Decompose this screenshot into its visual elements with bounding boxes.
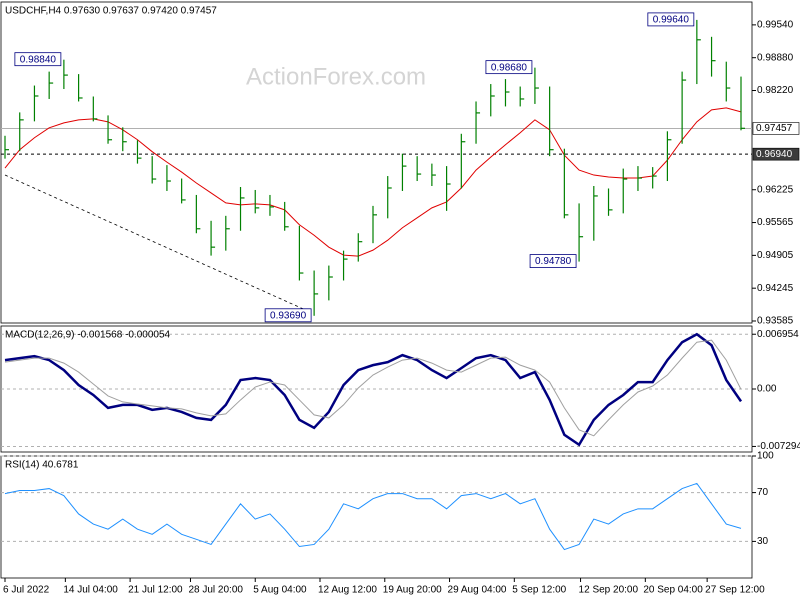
y-tick-label: 0.98220 bbox=[757, 85, 794, 96]
y-tick-label: -0.007294 bbox=[757, 441, 800, 452]
x-tick-label: 5 Sep 12:00 bbox=[512, 585, 566, 596]
x-tick-label: 5 Aug 04:00 bbox=[253, 585, 307, 596]
price-annotation: 0.94780 bbox=[535, 256, 572, 267]
y-tick-label: 30 bbox=[757, 536, 769, 547]
x-tick-label: 12 Sep 20:00 bbox=[579, 585, 639, 596]
y-tick-label: 0.95565 bbox=[757, 217, 794, 228]
x-tick-label: 28 Jul 20:00 bbox=[188, 585, 243, 596]
y-tick-label: 0.98880 bbox=[757, 52, 794, 63]
indicator-line bbox=[4, 339, 742, 437]
moving-average bbox=[4, 107, 742, 257]
price-annotation: 0.99640 bbox=[653, 15, 690, 26]
panel-frame bbox=[0, 1, 753, 324]
x-tick-label: 27 Sep 12:00 bbox=[705, 585, 765, 596]
x-tick-label: 6 Jul 2022 bbox=[3, 585, 50, 596]
level-label-box bbox=[752, 147, 800, 161]
x-tick-label: 21 Jul 12:00 bbox=[128, 585, 183, 596]
price-annotation-box bbox=[14, 52, 62, 67]
level-label: 0.97457 bbox=[756, 123, 793, 134]
price-annotation: 0.98840 bbox=[20, 54, 57, 65]
panel-title: USDCHF,H4 0.97630 0.97637 0.97420 0.9745… bbox=[5, 6, 217, 17]
indicator-line bbox=[4, 332, 743, 447]
y-tick-label: 0.00 bbox=[757, 384, 777, 395]
x-tick-label: 19 Aug 20:00 bbox=[383, 585, 442, 596]
y-tick-label: 0.99540 bbox=[757, 20, 794, 31]
trend-line bbox=[4, 174, 311, 313]
y-tick-label: 0.94245 bbox=[757, 283, 794, 294]
y-tick-label: 0.96225 bbox=[757, 184, 794, 195]
watermark: ActionForex.com bbox=[246, 63, 426, 90]
level-label: 0.96940 bbox=[756, 149, 793, 160]
price-annotation-box bbox=[529, 254, 577, 268]
x-tick-label: 12 Aug 12:00 bbox=[318, 585, 377, 596]
y-tick-label: 100 bbox=[757, 451, 774, 462]
y-tick-label: 0.93585 bbox=[757, 316, 794, 327]
level-label-box bbox=[752, 122, 800, 135]
panel-title: MACD(12,26,9) -0.001568 -0.000054 bbox=[5, 330, 171, 341]
y-tick-label: 70 bbox=[757, 487, 769, 498]
panel-frame bbox=[0, 455, 753, 579]
price-annotation-box bbox=[264, 308, 312, 323]
y-tick-label: 0.006954 bbox=[757, 329, 799, 340]
panel-title: RSI(14) 40.6781 bbox=[5, 460, 79, 471]
price-annotation-box bbox=[485, 60, 533, 75]
price-annotation: 0.93690 bbox=[270, 310, 307, 321]
price-annotation-box bbox=[647, 12, 695, 27]
x-tick-label: 14 Jul 04:00 bbox=[63, 585, 118, 596]
x-tick-label: 29 Aug 04:00 bbox=[448, 585, 507, 596]
price-annotation: 0.98680 bbox=[491, 62, 528, 73]
y-tick-label: 0.94905 bbox=[757, 250, 794, 261]
x-tick-label: 20 Sep 04:00 bbox=[643, 585, 703, 596]
indicator-line bbox=[4, 482, 742, 551]
